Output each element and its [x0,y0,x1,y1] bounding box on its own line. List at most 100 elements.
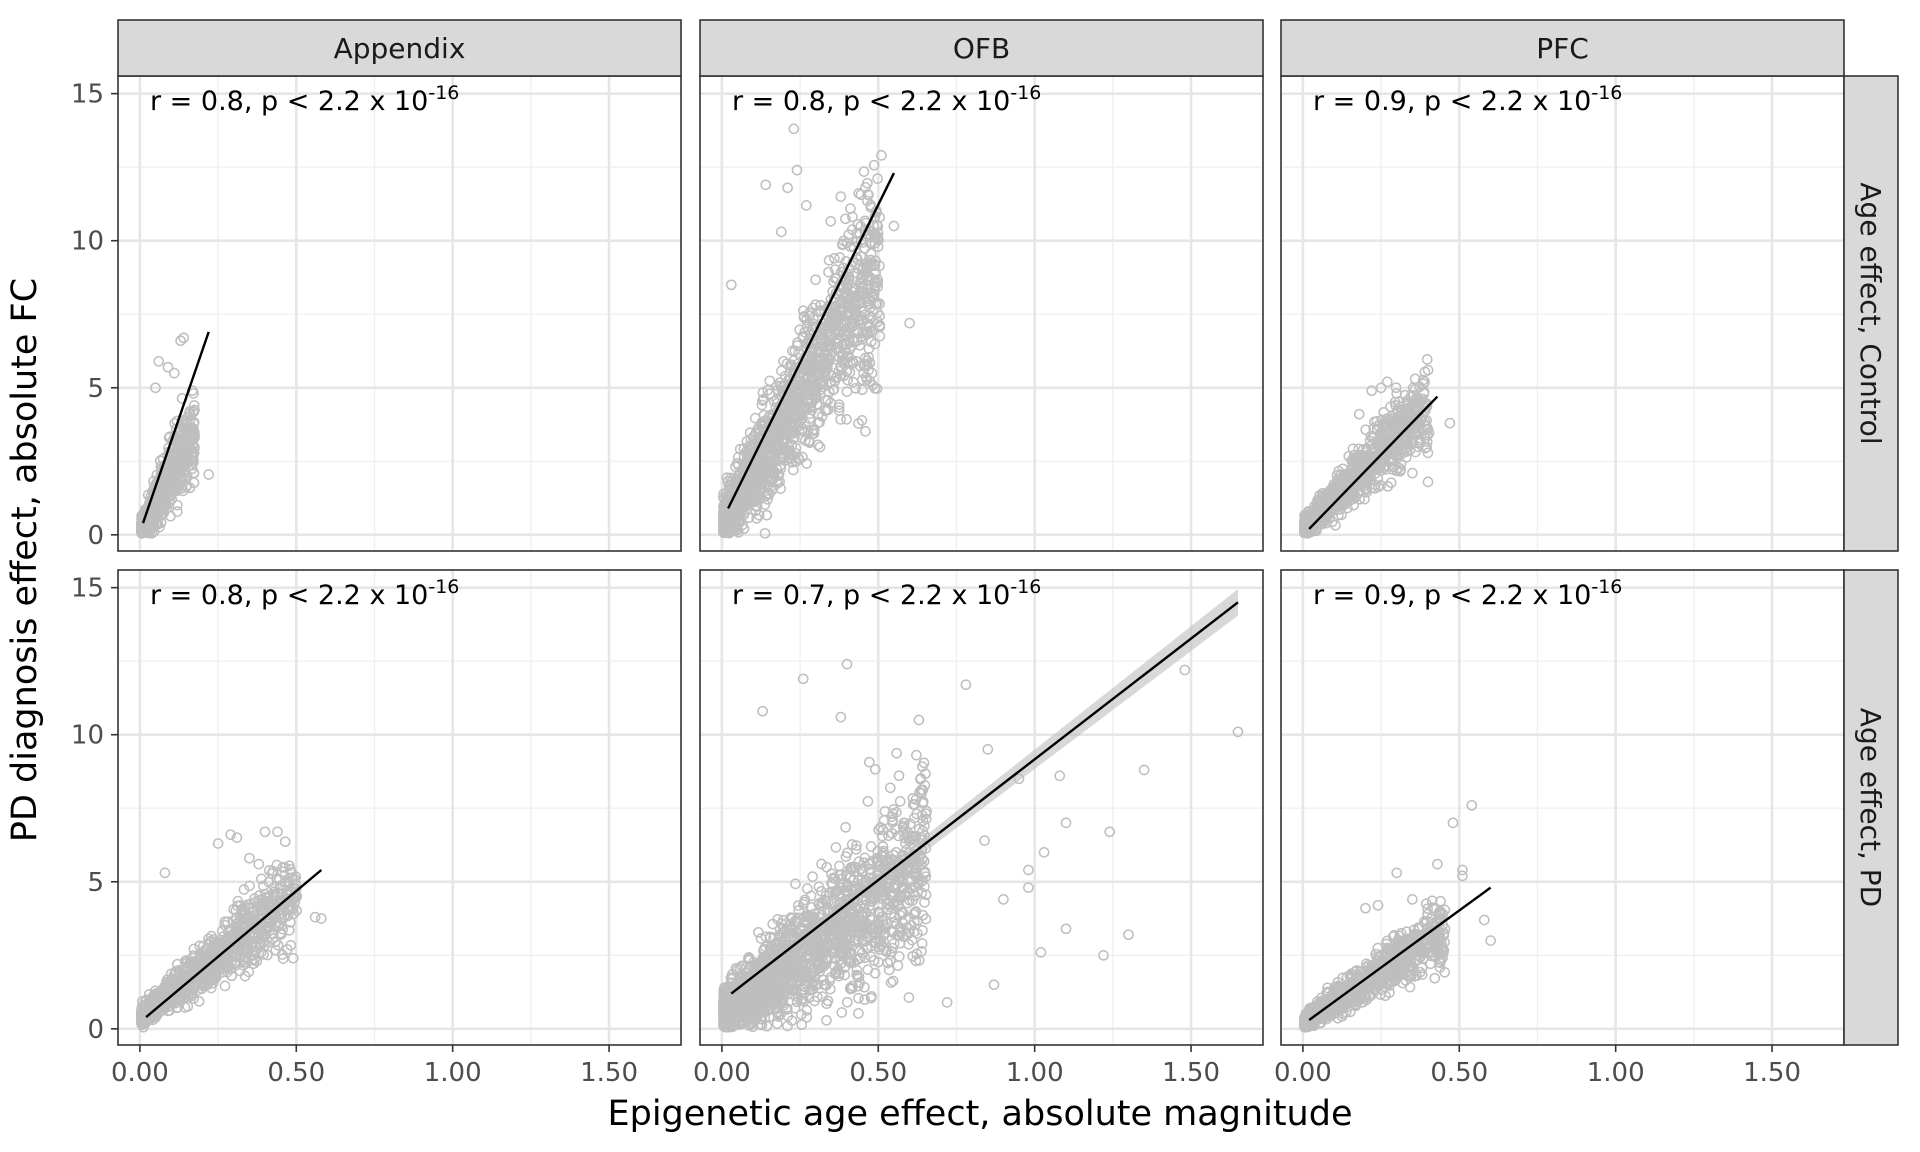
data-point [285,939,297,951]
outlier-point [725,279,737,291]
data-point [258,880,269,892]
data-point [840,213,851,225]
outlier-point [1366,385,1378,397]
panel-appendix-pd: r = 0.8, p < 2.2 x 10-16 [117,569,682,1046]
data-point [833,365,845,377]
data-point [243,945,255,957]
outlier-point [800,200,812,211]
data-point [782,446,794,458]
data-point [868,288,880,300]
outlier-point [1444,417,1456,429]
data-point [784,428,795,440]
data-point [764,375,776,387]
data-point [147,515,158,527]
data-point [1330,519,1341,531]
panel-pfc-control: r = 0.9, p < 2.2 x 10-16 [1280,75,1845,552]
data-point [201,953,213,965]
data-point [201,959,213,971]
data-point [290,877,301,889]
data-point [805,375,816,387]
data-point [750,501,761,512]
data-point [845,203,856,214]
outlier-point [1400,435,1412,447]
data-point [260,925,271,937]
data-point [821,323,833,334]
data-point [276,913,288,925]
data-point [1393,462,1405,474]
points-group [718,123,915,539]
data-point [235,932,246,944]
data-point [861,359,873,370]
data-point [189,442,200,454]
data-point [735,497,747,509]
data-point [774,476,785,488]
data-point [868,159,880,171]
data-point [869,237,881,249]
data-point [203,973,215,985]
data-point [872,316,884,328]
data-point [1299,518,1311,530]
data-point [840,344,851,355]
data-point [1398,433,1410,445]
outlier-point [775,226,787,238]
data-point [817,381,829,393]
data-point [721,472,733,484]
outlier-point [309,911,321,923]
outlier-point [203,469,215,480]
data-point [1366,458,1378,469]
data-point [855,250,867,262]
outlier-point [272,826,283,838]
data-point [829,314,841,326]
data-point [282,875,294,887]
data-point [183,424,194,436]
data-point [167,474,178,486]
data-point [258,931,270,943]
data-point [843,322,855,334]
data-point [193,995,205,1007]
data-point [177,455,189,467]
data-point [865,255,877,266]
data-point [256,873,267,885]
data-point [763,489,775,501]
data-point [186,956,197,968]
annotation-exponent: -16 [428,82,459,104]
data-point [820,365,831,376]
data-point [849,335,861,347]
data-point [865,201,877,213]
data-point [1382,480,1394,492]
data-point [200,971,212,983]
outlier-point [259,826,271,838]
data-point [1375,480,1387,491]
data-point [805,402,817,413]
data-point [851,840,862,851]
data-point [277,923,289,935]
data-point [745,457,757,469]
data-point [290,892,302,903]
data-point [251,955,263,967]
data-point [1333,490,1345,502]
outlier-point [150,382,161,394]
data-point [753,426,764,438]
data-point [867,379,878,391]
data-point [756,399,768,411]
correlation-annotation: r = 0.9, p < 2.2 x 10-16 [1313,82,1622,117]
data-point [1409,383,1421,395]
data-point [1390,382,1402,394]
data-point [719,504,731,515]
correlation-annotation: r = 0.8, p < 2.2 x 10-16 [150,82,459,117]
data-point [266,898,278,909]
data-point [803,389,814,400]
data-point [823,254,835,266]
data-point [870,298,882,310]
data-point [749,481,761,492]
data-point [219,916,231,928]
data-point [235,940,247,952]
data-point [759,527,771,539]
data-point [833,402,845,413]
data-point [797,451,808,463]
annotation-exponent: -16 [1010,82,1041,104]
data-point [751,444,763,456]
data-point [152,994,163,1005]
data-point [842,307,854,319]
